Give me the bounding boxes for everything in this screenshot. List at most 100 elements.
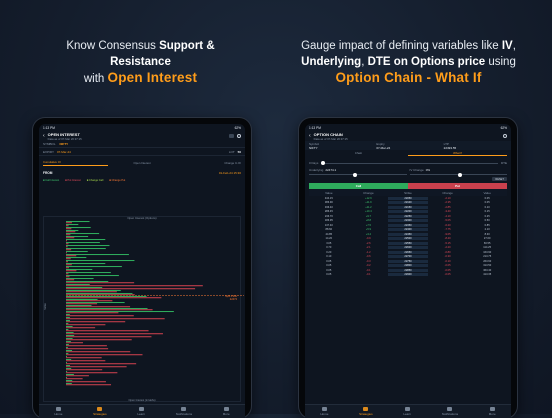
tab-label: More [488, 412, 496, 416]
call-value: 0.10 [326, 255, 332, 259]
chain-row[interactable]: 88.60 +5.9 22400 -7.75 2.10 [309, 228, 507, 233]
chain-row[interactable]: 14.20 -0.9 22500 -8.40 27.60 [309, 237, 507, 242]
refresh-icon[interactable] [503, 134, 507, 138]
tab-open-interest[interactable]: Open Interest [133, 161, 151, 165]
chain-row[interactable]: 0.20 -1.2 22650 -0.80 163.90 [309, 250, 507, 255]
back-icon[interactable]: ‹ [309, 133, 311, 139]
call-oi-bar [66, 359, 72, 361]
call-oi-bar [66, 248, 106, 250]
strike-price: 22600 [388, 246, 428, 250]
chart-icon[interactable] [229, 134, 234, 138]
symbol-value[interactable]: NIFTY [59, 142, 69, 146]
expiry-value[interactable]: 07-Mar-24 [56, 149, 71, 154]
chain-row[interactable]: 0.05 -0.3 22750 -0.10 263.60 [309, 259, 507, 264]
col-strike: Strike [404, 190, 412, 195]
put-oi-bar [66, 363, 137, 365]
strike-price: 22750 [388, 259, 428, 263]
chain-row[interactable]: 386.90 +11.9 22100 -2.35 0.05 [309, 201, 507, 206]
call-change: -0.1 [366, 268, 371, 272]
call-oi-bar [66, 347, 68, 349]
put-oi-bar [66, 375, 89, 377]
chain-row[interactable]: 434.15 +12.6 22050 -2.10 0.05 [309, 196, 507, 201]
chain-row[interactable]: 286.45 +10.4 22200 -3.40 0.15 [309, 210, 507, 215]
tab-more[interactable]: More [223, 407, 230, 416]
put-oi-bar [66, 270, 77, 272]
more-icon [223, 407, 229, 411]
tab-strategies[interactable]: Strategies [93, 407, 107, 416]
tab-what-if[interactable]: What If [408, 151, 507, 156]
slider-thumb[interactable] [352, 172, 357, 177]
slider-thumb[interactable] [321, 161, 326, 165]
chain-row[interactable]: 336.40 +11.2 22150 -2.85 0.10 [309, 205, 507, 210]
chain-row[interactable]: 236.70 +9.7 22250 -4.10 0.25 [309, 214, 507, 219]
field-symbol[interactable]: Symbol NIFTY [309, 142, 372, 150]
chain-row[interactable]: 137.40 +7.5 22350 -6.20 0.85 [309, 223, 507, 228]
tab-strategies[interactable]: Strategies [359, 407, 373, 416]
tab-change-oi[interactable]: Change In OI [224, 161, 242, 165]
reset-button[interactable]: RESET [492, 177, 507, 181]
tab-more[interactable]: More [489, 407, 496, 416]
legend-label: Change Call [89, 178, 104, 182]
put-value: 0.25 [484, 214, 490, 218]
tablet-option-chain: 1:13 PM 62% ‹ OPTION CHAIN Data as of 07… [299, 118, 517, 418]
caption-accent: Option Chain - What If [335, 70, 482, 85]
tab-learn[interactable]: Learn [403, 407, 411, 416]
call-change: +5.9 [365, 228, 371, 232]
put-value: 27.60 [483, 237, 491, 241]
put-oi-bar [66, 321, 126, 323]
field-expiry[interactable]: Expiry 07-Mar-24 [376, 142, 439, 150]
chain-row[interactable]: 186.95 +8.8 22300 -5.05 0.50 [309, 219, 507, 224]
put-oi-bar [66, 336, 152, 338]
status-bar: 1:13 PM 62% [305, 124, 511, 131]
put-oi-bar [66, 282, 135, 284]
put-oi-bar [66, 273, 69, 275]
caption-accent: Open Interest [107, 70, 198, 85]
put-oi-bar [66, 318, 165, 320]
dte-slider[interactable] [321, 161, 498, 165]
underlying-slider[interactable] [309, 172, 407, 177]
field-ltp: LTP 22493.55 [444, 142, 507, 150]
chain-row[interactable]: 0.05 -0.1 22900 -0.05 413.35 [309, 273, 507, 278]
put-oi-bar [66, 264, 72, 266]
iv-value: 0% [425, 168, 431, 172]
tab-chain[interactable]: Chain [354, 151, 363, 155]
tab-home[interactable]: Home [54, 407, 62, 416]
right-caption: Gauge impact of defining variables like … [296, 38, 521, 87]
put-value: 2.10 [484, 228, 490, 232]
chain-row[interactable]: 0.70 -2.1 22600 -2.20 114.25 [309, 246, 507, 251]
call-value: 0.20 [326, 250, 332, 254]
chain-row[interactable]: 0.10 -0.6 22700 -0.30 213.75 [309, 255, 507, 260]
tab-notifications[interactable]: Notifications [176, 407, 192, 416]
put-oi-bar [66, 276, 70, 278]
field-value: NIFTY [309, 145, 318, 150]
iv-slider[interactable] [409, 172, 507, 177]
chain-row[interactable]: 3.05 -2.6 22550 -5.15 66.55 [309, 241, 507, 246]
put-value: 313.50 [483, 264, 492, 268]
call-value: 336.40 [324, 205, 333, 209]
call-oi-bar [66, 236, 89, 238]
symbol-row[interactable]: SYMBOL NIFTY [39, 141, 245, 148]
put-oi-bar [66, 333, 163, 335]
chain-row[interactable]: 0.05 -0.1 22850 -0.05 363.40 [309, 268, 507, 273]
tab-notifications[interactable]: Notifications [442, 407, 458, 416]
tab-learn[interactable]: Learn [137, 407, 145, 416]
tab-home[interactable]: Home [320, 407, 328, 416]
slider-thumb[interactable] [458, 172, 463, 177]
back-icon[interactable]: ‹ [43, 133, 45, 139]
put-change: -7.75 [444, 228, 451, 232]
chain-row[interactable]: 44.85 +3.4 22450 -9.05 8.30 [309, 232, 507, 237]
call-change: +11.2 [365, 205, 372, 209]
refresh-icon[interactable] [237, 134, 241, 138]
put-oi-bar [66, 369, 103, 371]
call-oi-bar [66, 269, 93, 271]
from-row[interactable]: FROM 01-Feb-24 15:30 [39, 169, 245, 177]
strike-price: 22850 [388, 268, 428, 272]
tab-cumulative-oi[interactable]: Cumulative OI [43, 160, 108, 166]
put-value: 213.75 [483, 255, 492, 259]
put-oi-bar [66, 294, 135, 296]
tab-label: Learn [403, 412, 412, 416]
from-value[interactable]: 01-Feb-24 15:30 [218, 171, 241, 175]
expiry-row[interactable]: EXPIRY 07-Mar-24 LOT 50 [39, 148, 245, 156]
chain-row[interactable]: 0.05 -0.2 22800 -0.05 313.50 [309, 264, 507, 269]
put-header: Put [408, 183, 507, 189]
